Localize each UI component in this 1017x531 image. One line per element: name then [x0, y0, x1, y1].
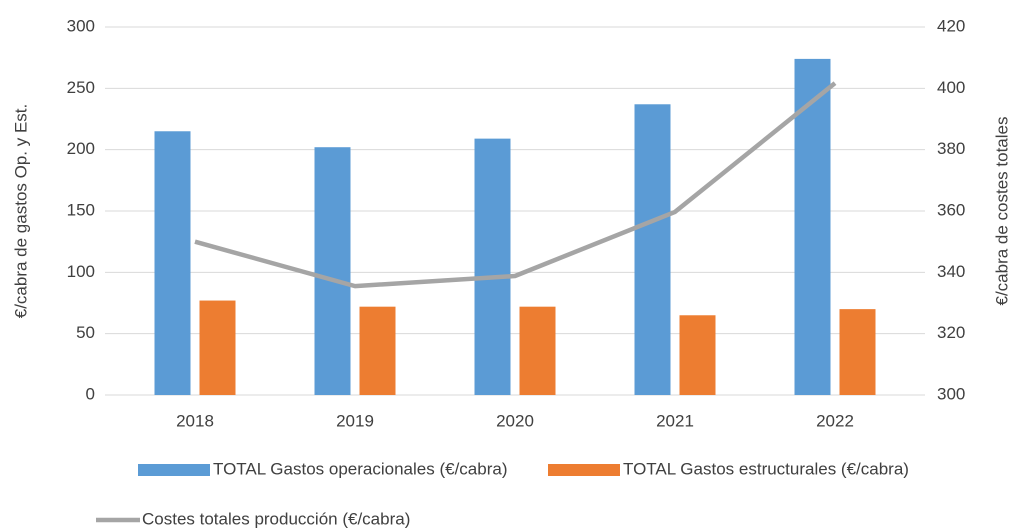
legend-swatch [548, 464, 620, 476]
bar [314, 147, 351, 395]
bar [474, 138, 511, 396]
y-tick-label: 50 [76, 323, 95, 342]
bar [839, 309, 876, 395]
bar [519, 306, 556, 395]
x-tick-label: 2020 [496, 411, 534, 430]
x-tick-label: 2022 [816, 411, 854, 430]
y2-tick-label: 340 [937, 262, 965, 281]
y-tick-label: 100 [67, 262, 95, 281]
bar [679, 315, 716, 395]
bar [154, 131, 191, 395]
legend-label: TOTAL Gastos operacionales (€/cabra) [213, 459, 508, 478]
bar [199, 300, 236, 395]
y-axis-title: €/cabra de gastos Op. y Est. [11, 104, 30, 319]
x-tick-label: 2019 [336, 411, 374, 430]
y-tick-label: 0 [86, 384, 95, 403]
legend-label: Costes totales producción (€/cabra) [142, 509, 410, 528]
legend-swatch [138, 464, 210, 476]
y-tick-label: 300 [67, 16, 95, 35]
y-tick-label: 150 [67, 200, 95, 219]
y2-tick-label: 360 [937, 200, 965, 219]
legend-label: TOTAL Gastos estructurales (€/cabra) [623, 459, 909, 478]
line-series [194, 81, 837, 289]
x-tick-label: 2021 [656, 411, 694, 430]
y2-tick-label: 320 [937, 323, 965, 342]
x-tick-label: 2018 [176, 411, 214, 430]
y2-tick-label: 400 [937, 78, 965, 97]
y2-tick-label: 300 [937, 384, 965, 403]
y2-tick-label: 420 [937, 16, 965, 35]
y2-tick-label: 380 [937, 139, 965, 158]
y2-axis-title: €/cabra de costes totales [992, 116, 1011, 305]
bar [794, 58, 831, 395]
bar [359, 306, 396, 395]
bar [634, 104, 671, 395]
y-tick-label: 250 [67, 78, 95, 97]
y-tick-label: 200 [67, 139, 95, 158]
